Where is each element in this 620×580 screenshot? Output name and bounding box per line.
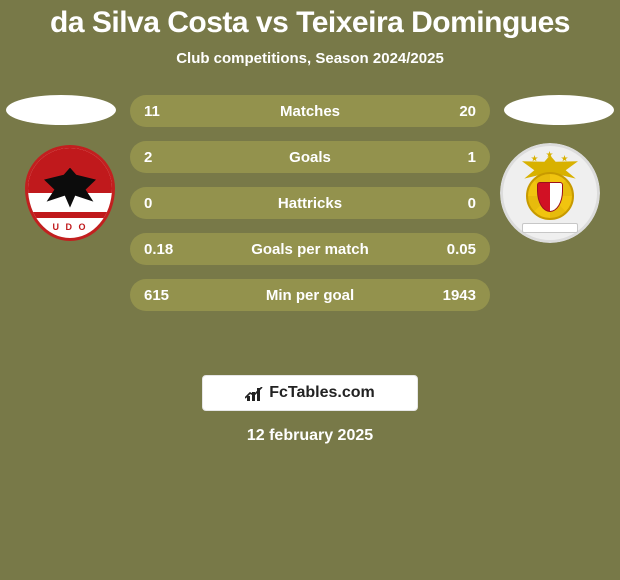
stat-value-left: 0 [144, 195, 152, 212]
stat-value-left: 615 [144, 287, 169, 304]
stat-rows: 11Matches202Goals10Hattricks00.18Goals p… [130, 95, 490, 311]
subtitle: Club competitions, Season 2024/2025 [0, 50, 620, 67]
brand-badge[interactable]: FcTables.com [202, 375, 418, 411]
stat-value-left: 2 [144, 149, 152, 166]
stat-value-right: 1943 [443, 287, 476, 304]
stat-value-right: 20 [459, 103, 476, 120]
stat-label: Goals [130, 149, 490, 166]
player-ellipse-left [6, 95, 116, 125]
stat-value-right: 1 [468, 149, 476, 166]
stat-value-left: 11 [144, 103, 160, 120]
stat-label: Goals per match [130, 241, 490, 258]
stat-row: 615Min per goal1943 [130, 279, 490, 311]
comparison-card: da Silva Costa vs Teixeira Domingues Clu… [0, 0, 620, 445]
shield-icon: U D O [25, 145, 115, 241]
player-ellipse-right [504, 95, 614, 125]
stat-value-left: 0.18 [144, 241, 173, 258]
stat-label: Hattricks [130, 195, 490, 212]
stat-value-right: 0 [468, 195, 476, 212]
stat-row: 0.18Goals per match0.05 [130, 233, 490, 265]
stat-row: 11Matches20 [130, 95, 490, 127]
date-label: 12 february 2025 [0, 427, 620, 445]
chart-icon [245, 385, 263, 401]
stat-row: 2Goals1 [130, 141, 490, 173]
stat-label: Min per goal [130, 287, 490, 304]
club-crest-right [500, 143, 600, 243]
page-title: da Silva Costa vs Teixeira Domingues [0, 6, 620, 40]
stat-row: 0Hattricks0 [130, 187, 490, 219]
stat-value-right: 0.05 [447, 241, 476, 258]
compare-area: U D O 11Matches202Goals10Hattricks00.18G… [0, 95, 620, 355]
club-crest-left: U D O [20, 143, 120, 243]
shield-icon [513, 155, 587, 231]
stat-label: Matches [130, 103, 490, 120]
brand-text: FcTables.com [269, 384, 375, 402]
